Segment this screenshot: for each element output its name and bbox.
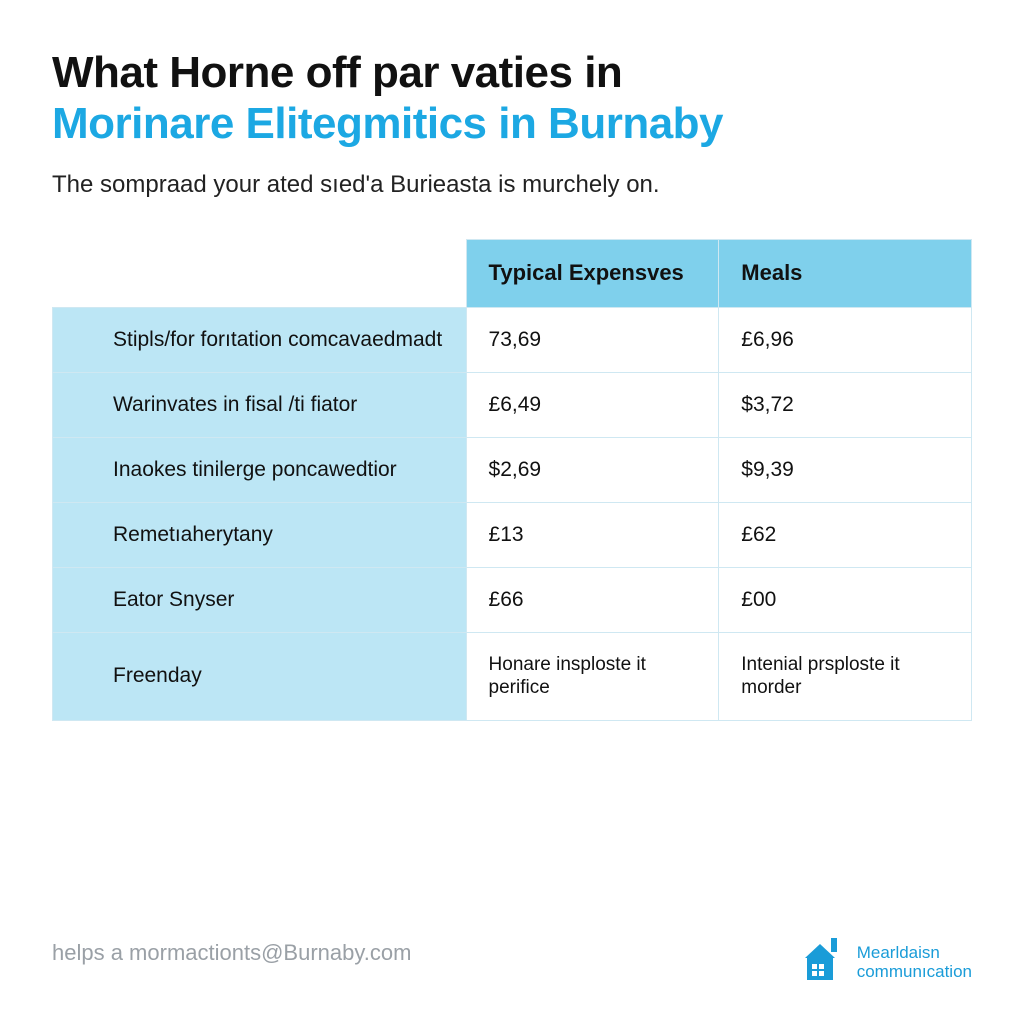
table-row: Warinvates in fisal /ti fiator £6,49 $3,… — [53, 372, 972, 437]
row-val1: £66 — [466, 567, 719, 632]
row-val1: $2,69 — [466, 437, 719, 502]
house-icon — [801, 934, 847, 982]
footer-email: helps a mormactionts@Burnaby.com — [52, 940, 411, 966]
table-header-blank — [53, 240, 467, 307]
brand: Mearldaisn communıcation — [801, 934, 972, 982]
table-header-row: Typical Expensves Meals — [53, 240, 972, 307]
title-line2: Morinare Elitegmitics in Burnaby — [52, 99, 723, 148]
brand-line2: communıcation — [857, 962, 972, 982]
row-val2: $9,39 — [719, 437, 972, 502]
row-label: Remetıaherytany — [53, 502, 467, 567]
brand-line1: Mearldaisn — [857, 943, 972, 963]
row-val2: $3,72 — [719, 372, 972, 437]
table-row: Freenday Honare insploste it perifice In… — [53, 632, 972, 721]
row-val1: Honare insploste it perifice — [466, 632, 719, 721]
brand-text: Mearldaisn communıcation — [857, 943, 972, 982]
table-header-col1: Typical Expensves — [466, 240, 719, 307]
page-subtitle: The sompraad your ated sıed'a Burieasta … — [52, 171, 972, 199]
table-row: Eator Snyser £66 £00 — [53, 567, 972, 632]
row-val1: 73,69 — [466, 307, 719, 372]
table-row: Stipls/for forıtation comcavaedmadt 73,6… — [53, 307, 972, 372]
row-val1: £13 — [466, 502, 719, 567]
row-label: Eator Snyser — [53, 567, 467, 632]
row-val2: £6,96 — [719, 307, 972, 372]
page-title: What Horne off par vaties in Morinare El… — [52, 48, 972, 149]
row-label: Stipls/for forıtation comcavaedmadt — [53, 307, 467, 372]
title-line1: What Horne off par vaties in — [52, 48, 622, 97]
row-label: Freenday — [53, 632, 467, 721]
table-row: Inaokes tinilerge poncawedtior $2,69 $9,… — [53, 437, 972, 502]
row-val2: £00 — [719, 567, 972, 632]
row-val2: Intenial prsploste it morder — [719, 632, 972, 721]
row-label: Inaokes tinilerge poncawedtior — [53, 437, 467, 502]
table-row: Remetıaherytany £13 £62 — [53, 502, 972, 567]
table-header-col2: Meals — [719, 240, 972, 307]
row-val2: £62 — [719, 502, 972, 567]
expenses-table: Typical Expensves Meals Stipls/for forıt… — [52, 239, 972, 721]
row-label: Warinvates in fisal /ti fiator — [53, 372, 467, 437]
row-val1: £6,49 — [466, 372, 719, 437]
